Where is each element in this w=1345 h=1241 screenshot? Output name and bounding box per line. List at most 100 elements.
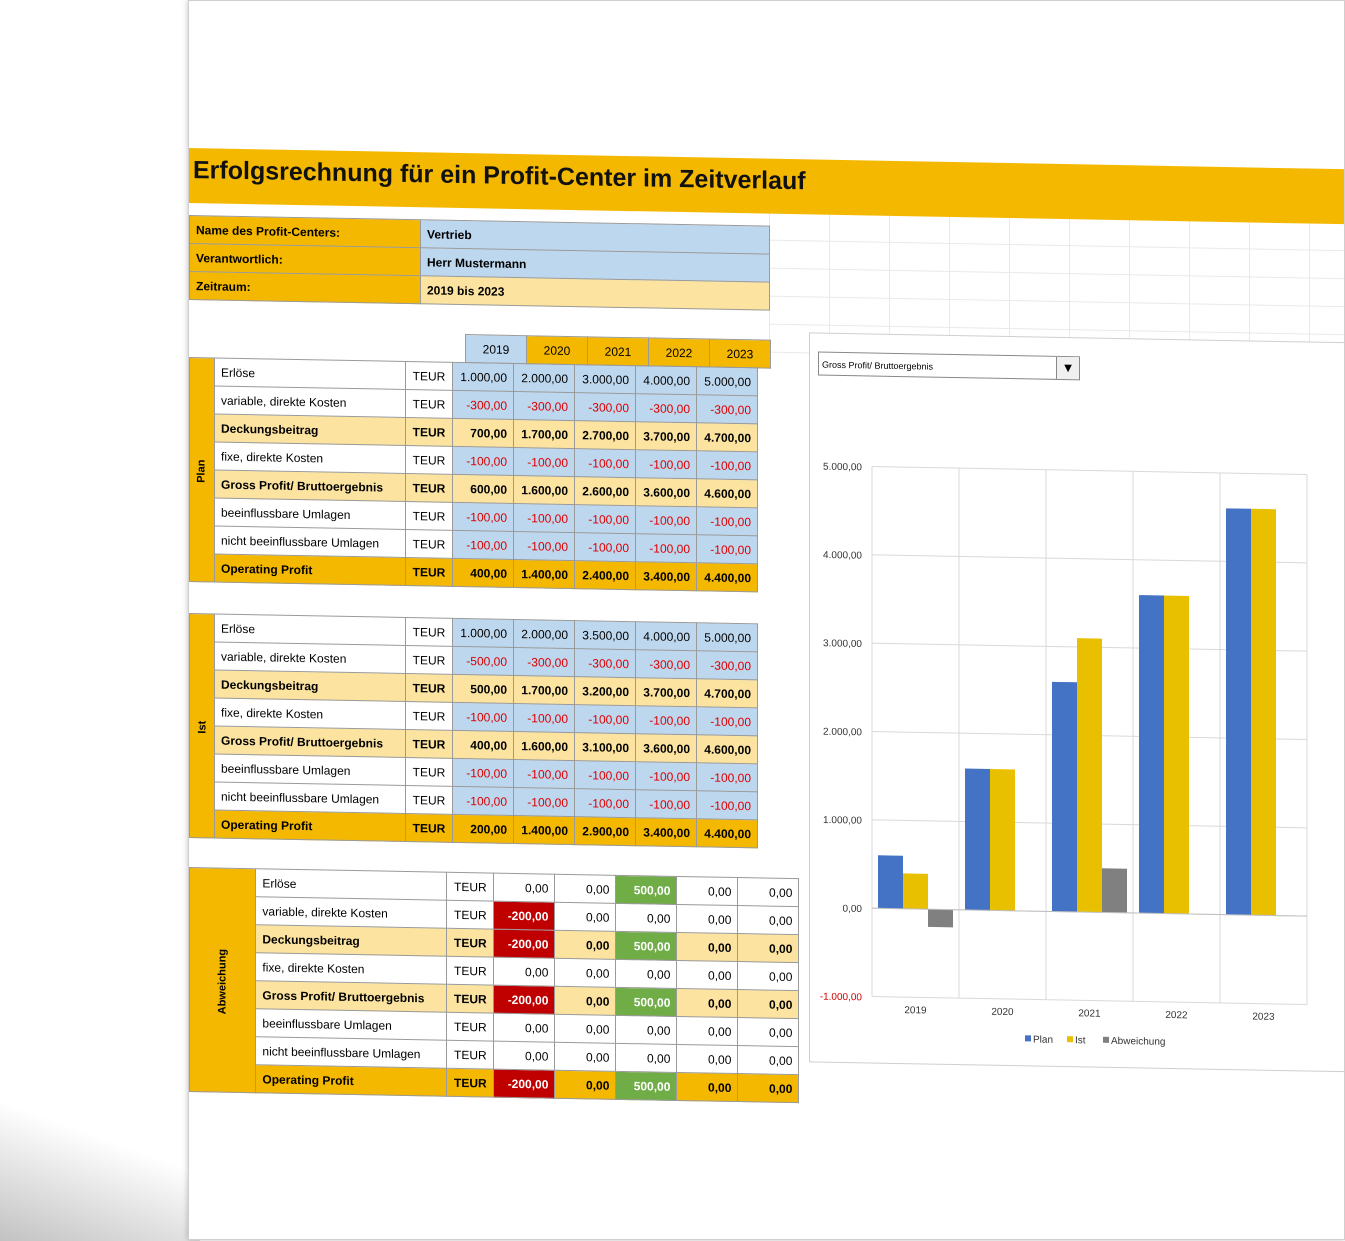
value-cell[interactable]: 0,00 [737,877,799,907]
value-cell[interactable]: -200,00 [493,1069,555,1099]
value-cell[interactable]: 1.400,00 [513,559,575,589]
value-cell[interactable]: 3.200,00 [574,676,636,706]
value-cell[interactable]: 0,00 [615,1043,677,1073]
value-cell[interactable]: -100,00 [513,531,575,561]
value-cell[interactable]: -100,00 [696,450,758,480]
value-cell[interactable]: -100,00 [513,759,575,789]
value-cell[interactable]: 400,00 [452,558,514,588]
value-cell[interactable]: -300,00 [696,650,758,680]
value-cell[interactable]: 3.700,00 [635,677,697,707]
value-cell[interactable]: 2.600,00 [574,476,636,506]
value-cell[interactable]: -100,00 [574,532,636,562]
value-cell[interactable]: -100,00 [696,534,758,564]
value-cell[interactable]: -500,00 [452,646,514,676]
value-cell[interactable]: -100,00 [452,446,514,476]
value-cell[interactable]: 0,00 [554,1070,616,1100]
value-cell[interactable]: -100,00 [635,789,697,819]
value-cell[interactable]: 0,00 [676,1044,738,1074]
value-cell[interactable]: 3.700,00 [635,421,697,451]
value-cell[interactable]: -300,00 [635,393,697,423]
value-cell[interactable]: -100,00 [513,703,575,733]
value-cell[interactable]: 0,00 [676,932,738,962]
value-cell[interactable]: 3.000,00 [574,364,636,394]
value-cell[interactable]: 0,00 [676,988,738,1018]
value-cell[interactable]: -300,00 [513,391,575,421]
value-cell[interactable]: 5.000,00 [696,622,758,652]
value-cell[interactable]: 0,00 [554,1042,616,1072]
value-cell[interactable]: 3.400,00 [635,561,697,591]
value-cell[interactable]: -100,00 [635,449,697,479]
value-cell[interactable]: 0,00 [493,1013,555,1043]
value-cell[interactable]: -100,00 [513,787,575,817]
value-cell[interactable]: 500,00 [615,875,677,905]
value-cell[interactable]: -100,00 [452,502,514,532]
value-cell[interactable]: -300,00 [696,394,758,424]
value-cell[interactable]: 3.100,00 [574,732,636,762]
value-cell[interactable]: 2.900,00 [574,816,636,846]
value-cell[interactable]: 1.700,00 [513,675,575,705]
value-cell[interactable]: 0,00 [676,904,738,934]
value-cell[interactable]: 600,00 [452,474,514,504]
value-cell[interactable]: 2.700,00 [574,420,636,450]
value-cell[interactable]: -200,00 [493,985,555,1015]
value-cell[interactable]: 500,00 [615,987,677,1017]
value-cell[interactable]: 0,00 [737,989,799,1019]
value-cell[interactable]: 4.600,00 [696,478,758,508]
value-cell[interactable]: -100,00 [696,506,758,536]
value-cell[interactable]: 0,00 [493,1041,555,1071]
value-cell[interactable]: 0,00 [676,1072,738,1102]
value-cell[interactable]: -100,00 [574,448,636,478]
value-cell[interactable]: -100,00 [452,758,514,788]
value-cell[interactable]: 5.000,00 [696,366,758,396]
value-cell[interactable]: -100,00 [574,788,636,818]
value-cell[interactable]: 3.400,00 [635,817,697,847]
value-cell[interactable]: 0,00 [676,1016,738,1046]
value-cell[interactable]: 0,00 [554,986,616,1016]
value-cell[interactable]: 4.000,00 [635,621,697,651]
value-cell[interactable]: -300,00 [635,649,697,679]
value-cell[interactable]: -100,00 [635,533,697,563]
value-cell[interactable]: -100,00 [635,705,697,735]
value-cell[interactable]: -100,00 [696,790,758,820]
value-cell[interactable]: 0,00 [676,960,738,990]
value-cell[interactable]: 0,00 [554,1014,616,1044]
value-cell[interactable]: 0,00 [554,930,616,960]
value-cell[interactable]: 0,00 [737,933,799,963]
value-cell[interactable]: 500,00 [452,674,514,704]
value-cell[interactable]: 0,00 [493,873,555,903]
value-cell[interactable]: 4.400,00 [696,562,758,592]
value-cell[interactable]: 1.600,00 [513,475,575,505]
value-cell[interactable]: 1.000,00 [452,362,514,392]
value-cell[interactable]: -100,00 [635,761,697,791]
value-cell[interactable]: -100,00 [574,760,636,790]
value-cell[interactable]: 1.000,00 [452,618,514,648]
value-cell[interactable]: 3.500,00 [574,620,636,650]
value-cell[interactable]: 0,00 [737,1045,799,1075]
value-cell[interactable]: 0,00 [615,1015,677,1045]
value-cell[interactable]: 1.700,00 [513,419,575,449]
value-cell[interactable]: 4.000,00 [635,365,697,395]
value-cell[interactable]: 2.000,00 [513,619,575,649]
value-cell[interactable]: -200,00 [493,929,555,959]
value-cell[interactable]: 0,00 [737,1073,799,1103]
value-cell[interactable]: -100,00 [452,702,514,732]
value-cell[interactable]: 4.700,00 [696,678,758,708]
value-cell[interactable]: -300,00 [574,392,636,422]
value-cell[interactable]: -100,00 [513,447,575,477]
value-cell[interactable]: -200,00 [493,901,555,931]
value-cell[interactable]: 4.700,00 [696,422,758,452]
value-cell[interactable]: 0,00 [737,961,799,991]
value-cell[interactable]: 3.600,00 [635,733,697,763]
value-cell[interactable]: 500,00 [615,931,677,961]
value-cell[interactable]: -100,00 [513,503,575,533]
value-cell[interactable]: 3.600,00 [635,477,697,507]
value-cell[interactable]: -100,00 [696,706,758,736]
value-cell[interactable]: 4.600,00 [696,734,758,764]
value-cell[interactable]: -100,00 [696,762,758,792]
value-cell[interactable]: -100,00 [452,786,514,816]
value-cell[interactable]: -300,00 [574,648,636,678]
value-cell[interactable]: 0,00 [615,903,677,933]
value-cell[interactable]: 200,00 [452,814,514,844]
value-cell[interactable]: 1.400,00 [513,815,575,845]
value-cell[interactable]: -300,00 [513,647,575,677]
